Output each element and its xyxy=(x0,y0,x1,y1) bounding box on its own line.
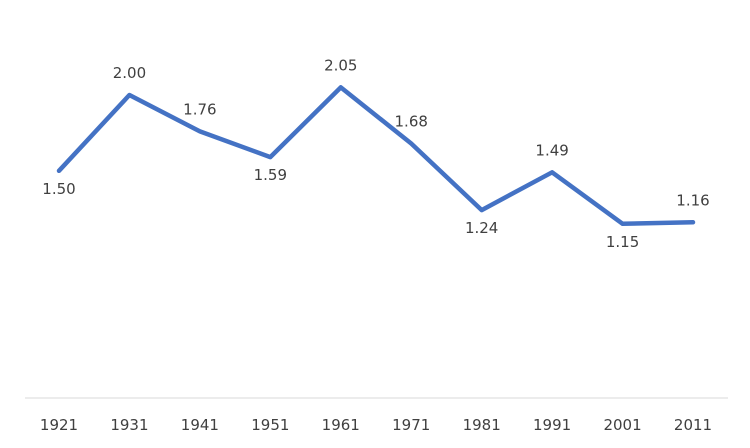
x-tick-label: 2001 xyxy=(603,416,641,434)
data-label: 1.76 xyxy=(183,100,216,118)
data-label: 1.49 xyxy=(535,141,568,159)
data-label: 1.50 xyxy=(42,180,75,198)
data-label: 2.00 xyxy=(113,64,146,82)
x-tick-label: 1951 xyxy=(251,416,289,434)
x-axis-tick-labels: 1921 1931 1941 1951 1961 1971 1981 1991 2001 2011 xyxy=(40,416,712,434)
x-tick-label: 1971 xyxy=(392,416,430,434)
x-tick-label: 2011 xyxy=(674,416,712,434)
data-label: 1.15 xyxy=(606,233,639,251)
x-tick-label: 1931 xyxy=(110,416,148,434)
series-line xyxy=(56,85,696,227)
data-label: 2.05 xyxy=(324,56,357,74)
x-tick-label: 1991 xyxy=(533,416,571,434)
x-tick-label: 1981 xyxy=(463,416,501,434)
data-label: 1.16 xyxy=(676,191,709,209)
x-tick-label: 1921 xyxy=(40,416,78,434)
data-labels: 1.50 2.00 1.76 1.59 2.05 1.68 1.24 1.49 1.15 1.16 xyxy=(42,56,709,250)
data-label: 1.59 xyxy=(254,166,287,184)
x-tick-label: 1961 xyxy=(322,416,360,434)
data-label: 1.24 xyxy=(465,219,498,237)
data-label: 1.68 xyxy=(395,112,428,130)
plot-area xyxy=(56,85,696,227)
x-tick-label: 1941 xyxy=(181,416,219,434)
